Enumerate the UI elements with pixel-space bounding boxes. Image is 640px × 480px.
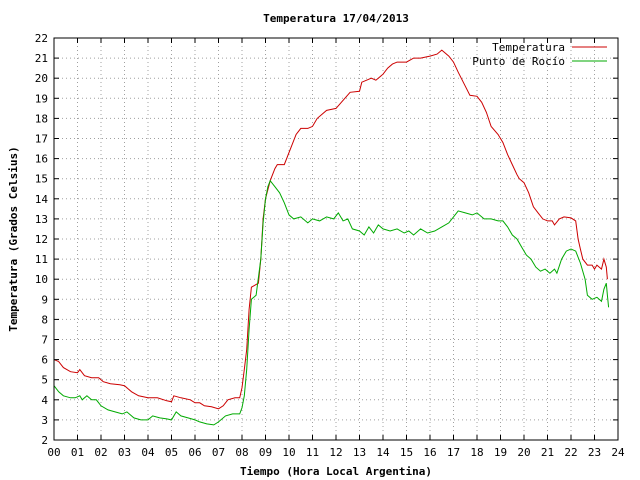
series-line-1 — [53, 49, 608, 410]
y-tick-label: 12 — [35, 233, 48, 246]
x-tick-label: 04 — [141, 446, 155, 459]
x-tick-label: 13 — [353, 446, 366, 459]
y-tick-label: 6 — [41, 354, 48, 367]
y-tick-label: 7 — [41, 334, 48, 347]
x-axis-label: Tiempo (Hora Local Argentina) — [240, 465, 432, 478]
y-tick-label: 20 — [35, 72, 48, 85]
x-tick-label: 16 — [423, 446, 436, 459]
series-line-2 — [53, 179, 610, 426]
y-tick-label: 19 — [35, 92, 48, 105]
series-layer — [53, 49, 610, 426]
y-tick-label: 13 — [35, 213, 48, 226]
chart-title: Temperatura 17/04/2013 — [263, 12, 409, 25]
legend-label: Punto de Rocío — [472, 55, 565, 68]
x-axis: 00 01 02 03 04 05 06 07 08 09 10 11 12 13 14 15 16 17 18 19… — [47, 38, 625, 459]
y-tick-label: 16 — [35, 153, 48, 166]
y-tick-label: 18 — [35, 112, 48, 125]
x-tick-label: 12 — [329, 446, 342, 459]
y-tick-label: 5 — [41, 374, 48, 387]
x-tick-label: 17 — [447, 446, 460, 459]
y-tick-label: 8 — [41, 313, 48, 326]
x-tick-label: 03 — [118, 446, 131, 459]
x-tick-label: 06 — [188, 446, 201, 459]
y-tick-label: 21 — [35, 52, 48, 65]
y-axis-label: Temperatura (Grados Celsius) — [7, 146, 20, 331]
x-tick-label: 11 — [306, 446, 319, 459]
legend-label: Temperatura — [492, 41, 565, 54]
y-tick-label: 11 — [35, 253, 48, 266]
x-tick-label: 09 — [259, 446, 272, 459]
y-axis: 2 3 4 5 6 7 8 9 10 11 12 13 14 15 16 17 18 19 20 21 22 — [35, 32, 618, 447]
x-tick-label: 18 — [470, 446, 483, 459]
x-tick-label: 08 — [235, 446, 248, 459]
x-tick-label: 15 — [400, 446, 413, 459]
x-tick-label: 10 — [282, 446, 295, 459]
y-tick-label: 15 — [35, 173, 48, 186]
x-tick-label: 19 — [494, 446, 507, 459]
x-tick-label: 02 — [94, 446, 107, 459]
y-tick-label: 17 — [35, 133, 48, 146]
x-tick-label: 24 — [611, 446, 625, 459]
y-tick-label: 3 — [41, 414, 48, 427]
y-tick-label: 22 — [35, 32, 48, 45]
y-tick-label: 4 — [41, 394, 48, 407]
grid — [54, 38, 618, 440]
x-tick-label: 00 — [47, 446, 60, 459]
y-tick-label: 14 — [35, 193, 49, 206]
y-tick-label: 2 — [41, 434, 48, 447]
x-tick-label: 05 — [165, 446, 178, 459]
x-tick-label: 21 — [541, 446, 554, 459]
x-tick-label: 23 — [588, 446, 601, 459]
x-tick-label: 22 — [564, 446, 577, 459]
y-tick-label: 10 — [35, 273, 48, 286]
x-tick-label: 14 — [376, 446, 390, 459]
x-tick-label: 07 — [212, 446, 225, 459]
x-tick-label: 20 — [517, 446, 530, 459]
y-tick-label: 9 — [41, 293, 48, 306]
x-tick-label: 01 — [71, 446, 84, 459]
